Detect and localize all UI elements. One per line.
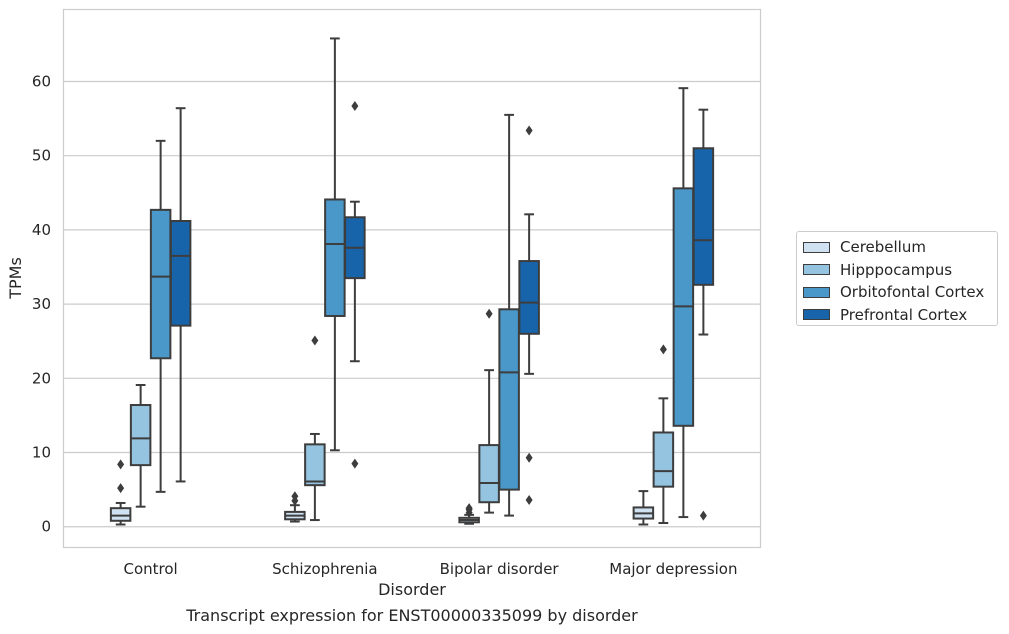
x-tick-labels: Control Schizophrenia Bipolar disorder Majo… [124,560,738,578]
legend-swatch [803,264,830,276]
x-tick-label: Major depression [609,560,737,578]
legend-label: Prefrontal Cortex [840,305,968,324]
box-4-3 [518,125,540,506]
y-tick-label: 40 [32,221,51,239]
outlier-marker [117,459,125,470]
box-body [169,219,192,327]
x-tick-label: Control [124,560,178,578]
box-body [478,444,500,504]
box-body [652,431,675,488]
outlier-marker [465,503,473,514]
x-tick-label: Schizophrenia [272,560,377,578]
x-tick-label: Bipolar disorder [440,560,560,578]
box-body [129,404,152,467]
outlier-marker [311,335,319,346]
box-2-2 [304,335,326,522]
box-1-2 [284,491,306,523]
box-body [304,443,326,487]
y-tick-label: 0 [41,518,51,536]
box-3-1 [149,139,172,493]
box-body [692,147,715,286]
outlier-marker [117,483,125,494]
plot-frame [62,8,762,549]
legend-label: Orbitofontal Cortex [840,283,985,302]
box-body [149,208,172,360]
box-1-3 [458,503,480,525]
y-tick-label: 50 [32,147,51,165]
legend-item: Orbitofontal Cortex [803,281,997,304]
outlier-marker [525,125,533,136]
legend: Cerebellum Hipppocampus Orbitofontal Corte… [796,231,998,326]
box-body [518,260,540,335]
outlier-marker [291,491,299,502]
outlier-marker [659,344,667,355]
box-3-2 [324,37,346,452]
box-2-4 [652,344,675,525]
legend-label: Cerebellum [840,238,926,257]
y-tick-label: 60 [32,72,51,90]
box-1-1 [109,459,132,526]
legend-swatch [803,309,830,321]
figure-caption: Transcript expression for ENST0000033509… [186,606,638,625]
outlier-marker [699,510,707,521]
y-tick-label: 20 [32,369,51,387]
outlier-marker [525,452,533,463]
box-2-1 [129,383,152,508]
box-1-4 [632,490,655,526]
legend-item: Cerebellum [803,236,997,259]
outlier-marker [351,100,359,111]
box-4-4 [692,108,715,521]
legend-label: Hipppocampus [840,260,953,279]
box-body [109,507,132,522]
box-body [498,308,520,491]
outlier-marker [525,495,533,506]
y-tick-label: 10 [32,444,51,462]
box-3-3 [498,113,520,517]
y-axis-label: TPMs [6,257,25,300]
legend-swatch [803,286,830,298]
box-4-1 [169,107,192,483]
y-tick-labels: 0 10 20 30 40 50 60 [32,72,51,535]
legend-swatch [803,241,830,253]
box-plot-series [109,37,715,526]
outlier-marker [485,308,493,319]
box-3-4 [672,87,695,519]
y-tick-label: 30 [32,295,51,313]
x-axis-label: Disorder [378,580,446,599]
box-4-2 [344,100,366,469]
legend-item: Prefrontal Cortex [803,304,997,327]
legend-item: Hipppocampus [803,259,997,282]
box-2-3 [478,308,500,514]
outlier-marker [351,458,359,469]
box-body [324,198,346,317]
